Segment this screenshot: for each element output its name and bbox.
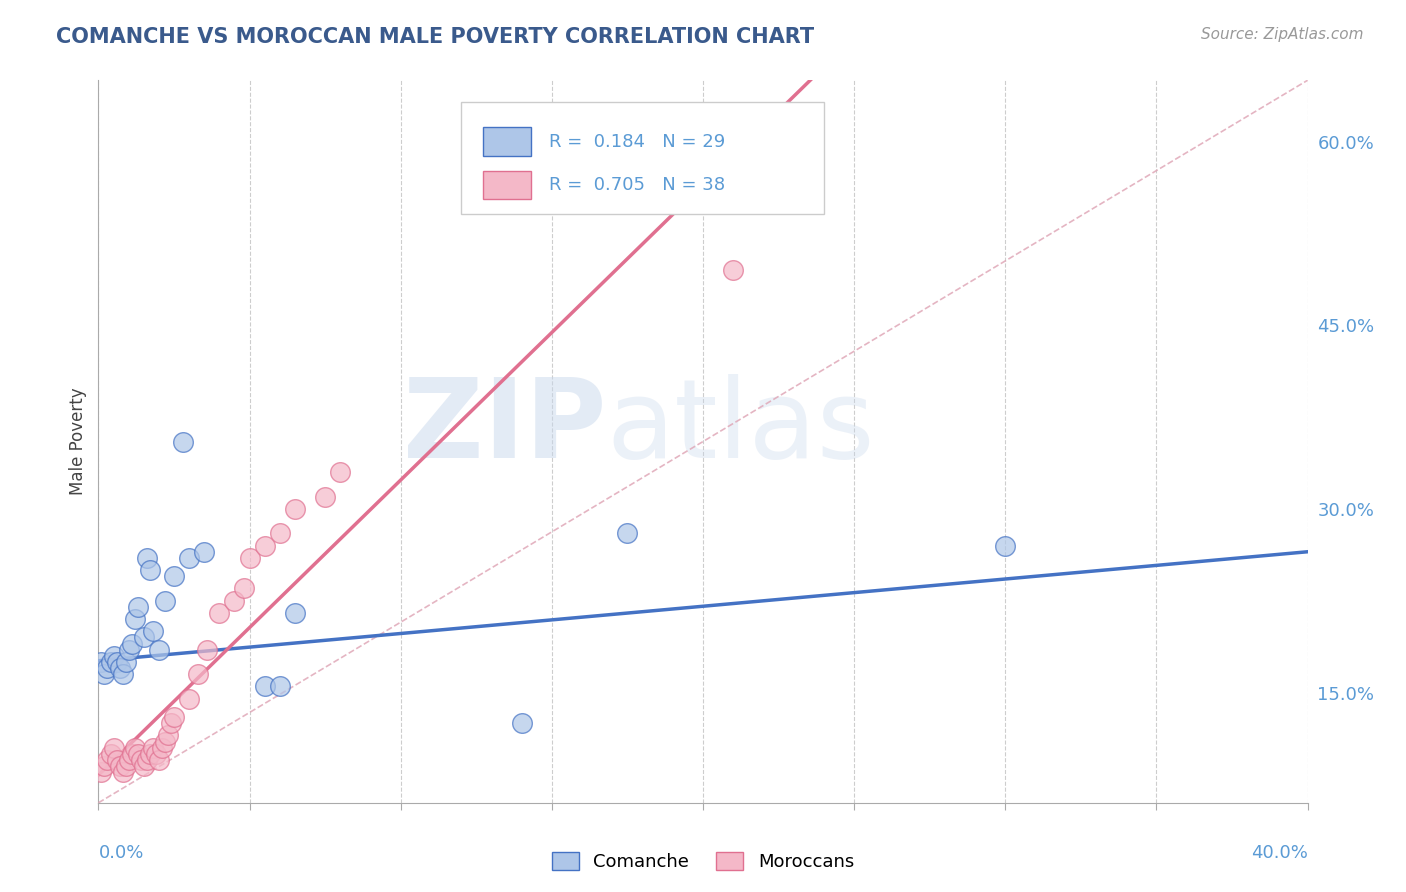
Point: [96, 753, 118, 767]
Point: [195, 642, 218, 657]
Point: [108, 759, 131, 773]
Point: [100, 655, 122, 669]
Point: [142, 624, 165, 639]
Text: R =  0.184   N = 29: R = 0.184 N = 29: [550, 133, 725, 151]
Text: atlas: atlas: [606, 374, 875, 481]
Point: [723, 263, 745, 277]
Point: [135, 550, 157, 565]
Point: [163, 710, 186, 724]
Point: [314, 490, 336, 504]
Point: [269, 680, 291, 694]
Text: R =  0.705   N = 38: R = 0.705 N = 38: [550, 176, 725, 194]
Point: [148, 753, 170, 767]
Point: [105, 655, 128, 669]
Point: [90, 765, 112, 780]
Point: [232, 582, 254, 596]
Text: 0.0%: 0.0%: [98, 845, 143, 863]
Point: [124, 740, 146, 755]
Text: 40.0%: 40.0%: [1251, 845, 1308, 863]
Point: [153, 593, 176, 607]
Point: [139, 747, 162, 761]
Point: [329, 465, 352, 479]
Point: [187, 667, 209, 681]
Point: [193, 545, 215, 559]
Bar: [482, 128, 531, 156]
Point: [510, 716, 533, 731]
Point: [148, 642, 170, 657]
FancyBboxPatch shape: [461, 102, 824, 214]
Point: [114, 655, 136, 669]
Point: [145, 747, 167, 761]
Point: [160, 716, 183, 731]
Point: [994, 539, 1017, 553]
Point: [127, 747, 149, 761]
Point: [121, 637, 143, 651]
Point: [150, 740, 173, 755]
Point: [208, 606, 231, 620]
Text: COMANCHE VS MOROCCAN MALE POVERTY CORRELATION CHART: COMANCHE VS MOROCCAN MALE POVERTY CORREL…: [56, 27, 814, 46]
Point: [118, 642, 141, 657]
Text: ZIP: ZIP: [404, 374, 606, 481]
Point: [616, 526, 638, 541]
Point: [156, 728, 179, 742]
Point: [103, 740, 125, 755]
Point: [269, 526, 291, 541]
Point: [129, 753, 152, 767]
Point: [103, 648, 125, 663]
Point: [163, 569, 186, 583]
Legend: Comanche, Moroccans: Comanche, Moroccans: [544, 845, 862, 879]
Point: [139, 563, 162, 577]
Bar: [482, 170, 531, 200]
Point: [90, 655, 112, 669]
Point: [114, 759, 136, 773]
Point: [135, 753, 157, 767]
Point: [224, 593, 246, 607]
Point: [253, 539, 276, 553]
Point: [172, 434, 194, 449]
Point: [127, 599, 149, 614]
Point: [118, 753, 141, 767]
Point: [93, 667, 115, 681]
Point: [179, 550, 201, 565]
Point: [239, 550, 262, 565]
Text: Source: ZipAtlas.com: Source: ZipAtlas.com: [1201, 27, 1364, 42]
Point: [121, 747, 143, 761]
Point: [284, 606, 307, 620]
Point: [284, 502, 307, 516]
Point: [93, 759, 115, 773]
Point: [142, 740, 165, 755]
Point: [253, 680, 276, 694]
Point: [100, 747, 122, 761]
Point: [111, 765, 134, 780]
Point: [153, 734, 176, 748]
Point: [105, 753, 128, 767]
Point: [124, 612, 146, 626]
Point: [96, 661, 118, 675]
Point: [132, 759, 155, 773]
Point: [111, 667, 134, 681]
Point: [179, 691, 201, 706]
Y-axis label: Male Poverty: Male Poverty: [69, 388, 87, 495]
Point: [132, 631, 155, 645]
Point: [108, 661, 131, 675]
